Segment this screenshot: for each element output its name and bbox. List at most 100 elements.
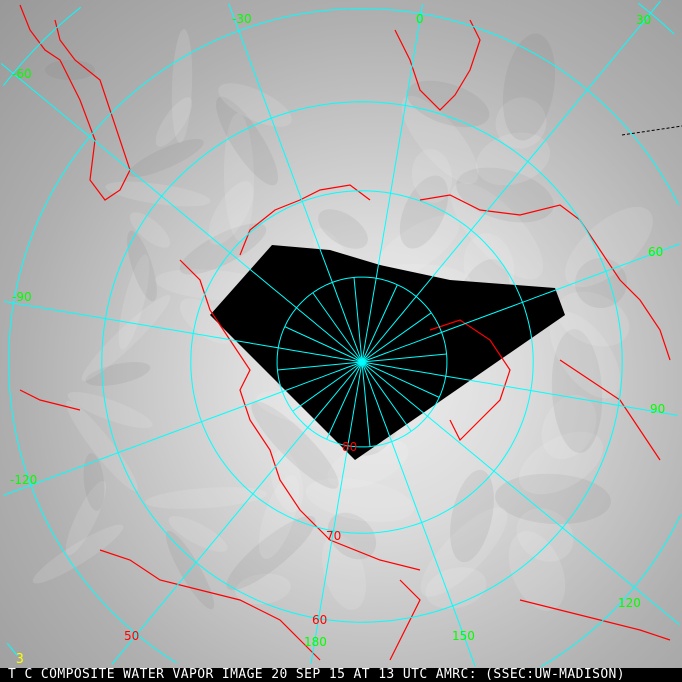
longitude-label: 30	[636, 13, 651, 27]
cloud-texture	[420, 507, 508, 597]
latitude-circle-40	[637, 2, 675, 35]
cloud-texture	[549, 311, 621, 399]
longitude-label: -60	[12, 67, 32, 81]
meridian-line	[361, 361, 678, 416]
cloud-texture	[399, 175, 449, 249]
longitude-label: 90	[650, 402, 665, 416]
cloud-texture	[258, 475, 300, 559]
meridian-line	[3, 361, 363, 496]
image-caption: T C COMPOSITE WATER VAPOR IMAGE 20 SEP 1…	[0, 668, 682, 682]
meridian-line-inner	[361, 284, 398, 363]
cloud-texture	[118, 254, 150, 350]
latitude-circle-50	[8, 8, 680, 664]
cloud-texture	[495, 97, 547, 149]
meridian-line-inner	[361, 361, 371, 447]
cloud-texture	[327, 439, 409, 489]
cloud-texture	[171, 29, 193, 143]
cloud-texture	[456, 167, 554, 223]
meridian-line	[0, 63, 363, 363]
cloud-texture	[128, 138, 204, 178]
latitude-label: 70	[326, 529, 341, 543]
cloud-texture	[66, 400, 138, 492]
meridian-line-inner	[361, 361, 412, 432]
cloud-texture	[495, 473, 611, 525]
coastline	[19, 389, 81, 411]
meridian-line-inner	[361, 312, 432, 363]
meridian-line	[361, 3, 423, 363]
cloud-texture	[305, 478, 415, 522]
meridian-line-inner	[284, 326, 363, 363]
longitude-label: 180	[304, 635, 327, 649]
cloud-texture	[518, 431, 604, 495]
latitude-circle-40	[6, 642, 18, 656]
cloud-texture	[129, 212, 171, 248]
cloud-texture	[508, 531, 566, 611]
cloud-texture	[226, 515, 316, 591]
cloud-texture	[401, 95, 479, 185]
meridian-line-inner	[292, 361, 363, 412]
cloud-texture	[216, 96, 278, 186]
longitude-label: -30	[232, 12, 252, 26]
cloud-texture	[450, 469, 494, 563]
cloud-texture	[475, 132, 551, 186]
longitude-label: 150	[452, 629, 475, 643]
cloud-texture	[218, 83, 292, 127]
frame-marker: 3	[16, 652, 24, 667]
meridian-line-inner	[361, 361, 440, 398]
cloud-texture	[145, 487, 267, 509]
cloud-texture	[372, 215, 460, 281]
meridian-line-inner	[312, 292, 363, 363]
latitude-circle-50	[540, 514, 682, 668]
longitude-label: 120	[618, 596, 641, 610]
cloud-texture	[83, 453, 105, 511]
cloud-texture	[411, 149, 453, 203]
cloud-texture	[105, 181, 211, 207]
cloud-texture	[556, 291, 630, 347]
cloud-texture	[551, 329, 603, 453]
latitude-circle-40	[2, 6, 82, 87]
cloud-texture	[179, 298, 235, 344]
latitude-label: 50	[124, 629, 139, 643]
longitude-label: -120	[10, 473, 37, 487]
meridian-line	[361, 361, 680, 626]
cloud-texture	[406, 80, 490, 128]
cloud-texture	[318, 209, 368, 249]
meridian-line-inner	[277, 361, 363, 371]
meridian-line	[3, 301, 363, 363]
dashed-line	[621, 125, 682, 136]
cloud-texture	[251, 401, 339, 489]
meridian-line	[361, 243, 680, 363]
coastline	[179, 259, 421, 571]
cloud-texture	[321, 534, 367, 610]
meridian-line	[228, 3, 363, 363]
meridian-line-inner	[326, 361, 363, 440]
latitude-label: 80	[342, 440, 357, 454]
coastline	[559, 359, 661, 461]
meridian-line-inner	[353, 277, 363, 363]
meridian-line	[361, 0, 661, 363]
cloud-texture	[32, 524, 124, 584]
cloud-texture	[208, 181, 254, 245]
latitude-label: 60	[312, 613, 327, 627]
coastline	[519, 599, 671, 641]
cloud-texture	[270, 449, 304, 513]
meridian-line	[111, 361, 363, 665]
cloud-texture	[67, 391, 153, 429]
meridian-line	[310, 361, 363, 664]
cloud-texture	[327, 512, 377, 560]
longitude-label: 60	[648, 245, 663, 259]
cloud-texture	[502, 33, 556, 141]
cloud-texture	[565, 206, 653, 288]
cloud-texture	[45, 60, 95, 80]
meridian-line	[361, 361, 476, 667]
cloud-texture	[179, 223, 267, 275]
coastline	[99, 549, 321, 661]
coastline	[389, 579, 421, 661]
cloud-texture	[85, 362, 151, 386]
coastline	[19, 4, 131, 201]
cloud-texture	[223, 113, 255, 241]
longitude-label: -90	[12, 290, 32, 304]
cloud-texture	[516, 508, 574, 562]
